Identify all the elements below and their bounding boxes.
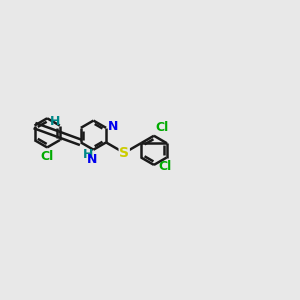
Text: Cl: Cl (40, 150, 54, 163)
Text: H: H (83, 148, 93, 161)
Text: S: S (119, 146, 129, 160)
Text: H: H (50, 115, 61, 128)
Text: N: N (87, 153, 98, 166)
Text: N: N (108, 120, 118, 133)
Text: Cl: Cl (158, 160, 171, 173)
Text: Cl: Cl (156, 121, 169, 134)
